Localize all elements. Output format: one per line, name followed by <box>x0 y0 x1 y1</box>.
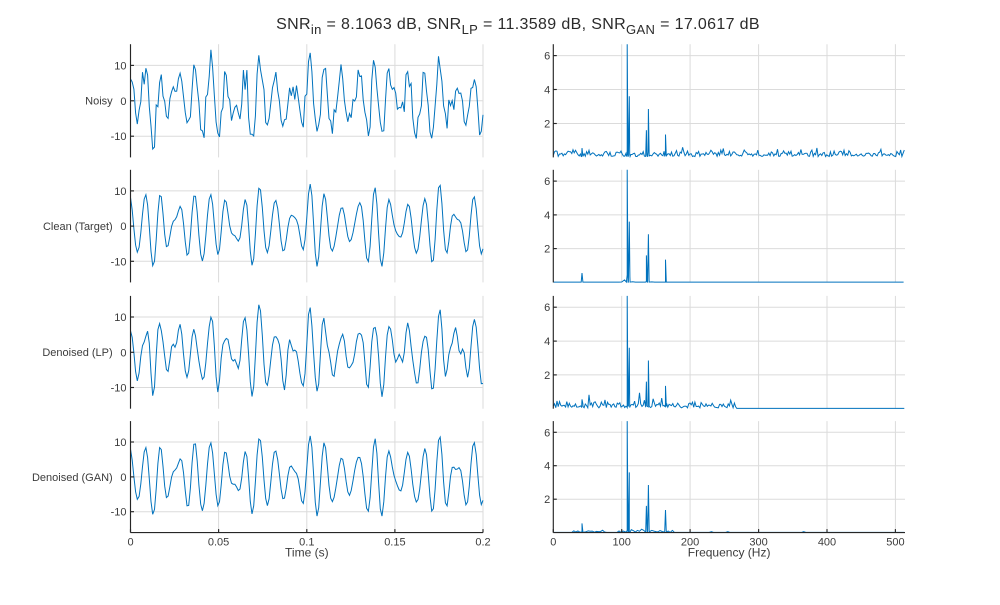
svg-text:400: 400 <box>818 536 836 548</box>
svg-text:Clean (Target): Clean (Target) <box>43 221 113 233</box>
svg-text:2: 2 <box>544 244 550 256</box>
svg-text:0: 0 <box>120 472 126 484</box>
svg-text:SNRin = 8.1063 dB, SNRLP = 11.: SNRin = 8.1063 dB, SNRLP = 11.3589 dB, S… <box>276 16 760 37</box>
svg-text:4: 4 <box>544 210 550 222</box>
svg-text:6: 6 <box>544 427 550 439</box>
svg-text:4: 4 <box>544 85 550 97</box>
svg-text:-10: -10 <box>111 131 127 143</box>
svg-text:-10: -10 <box>111 507 127 519</box>
svg-text:4: 4 <box>544 461 550 473</box>
svg-text:0: 0 <box>120 221 126 233</box>
svg-text:200: 200 <box>681 536 699 548</box>
svg-text:0: 0 <box>127 536 133 548</box>
svg-text:Denoised (LP): Denoised (LP) <box>42 347 112 359</box>
svg-text:2: 2 <box>544 119 550 131</box>
svg-text:Noisy: Noisy <box>85 96 113 108</box>
svg-text:10: 10 <box>114 312 126 324</box>
svg-text:6: 6 <box>544 302 550 314</box>
svg-text:10: 10 <box>114 60 126 72</box>
svg-text:0.15: 0.15 <box>384 536 405 548</box>
svg-text:-10: -10 <box>111 383 127 395</box>
svg-text:100: 100 <box>613 536 631 548</box>
svg-text:4: 4 <box>544 336 550 348</box>
svg-text:500: 500 <box>886 536 904 548</box>
svg-text:0: 0 <box>120 347 126 359</box>
svg-text:10: 10 <box>114 186 126 198</box>
svg-text:Denoised (GAN): Denoised (GAN) <box>32 472 113 484</box>
svg-text:2: 2 <box>544 370 550 382</box>
svg-text:0: 0 <box>550 536 556 548</box>
svg-text:0.1: 0.1 <box>299 536 314 548</box>
svg-text:6: 6 <box>544 51 550 63</box>
svg-text:6: 6 <box>544 176 550 188</box>
svg-text:0.05: 0.05 <box>208 536 229 548</box>
svg-text:Frequency (Hz): Frequency (Hz) <box>688 545 771 559</box>
svg-text:0: 0 <box>120 96 126 108</box>
svg-text:300: 300 <box>749 536 767 548</box>
svg-text:-10: -10 <box>111 256 127 268</box>
svg-text:0.2: 0.2 <box>475 536 490 548</box>
svg-text:Time (s): Time (s) <box>285 545 329 559</box>
svg-text:10: 10 <box>114 437 126 449</box>
svg-text:2: 2 <box>544 494 550 506</box>
